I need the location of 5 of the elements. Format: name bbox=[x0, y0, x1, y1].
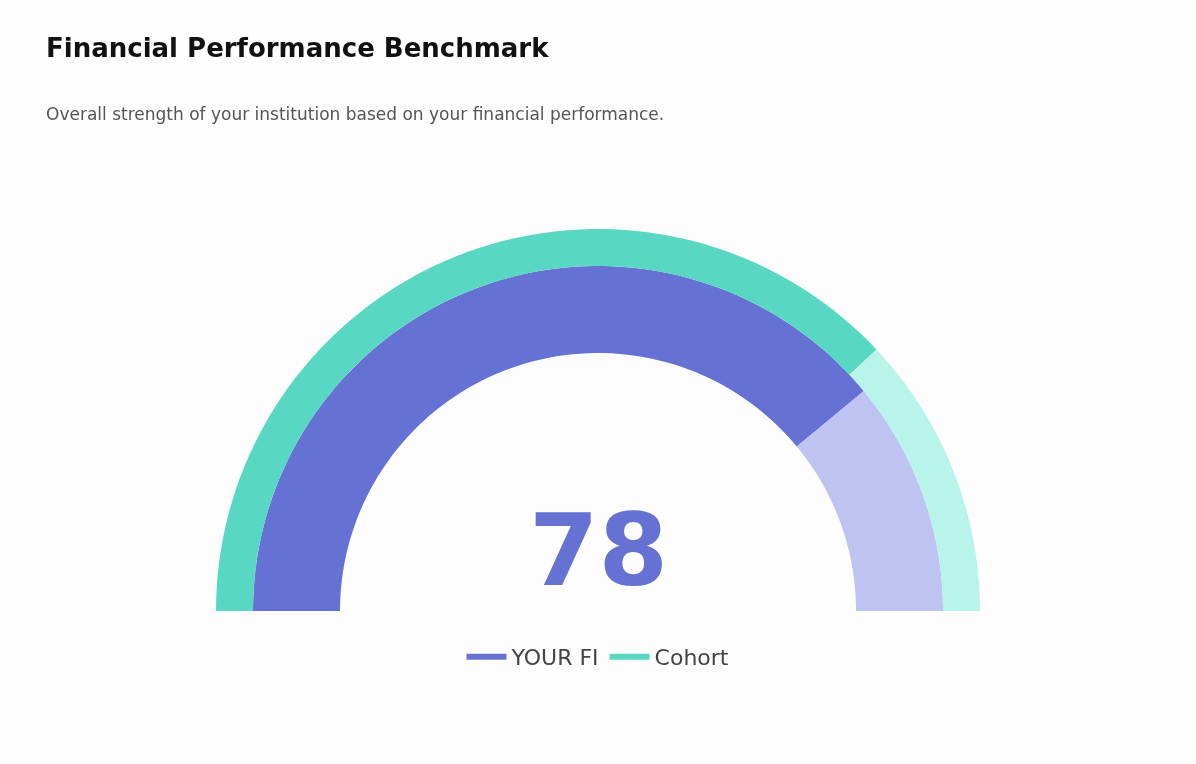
legend-label: Cohort bbox=[654, 645, 729, 671]
legend-label: YOUR FI bbox=[510, 645, 599, 671]
chart-title: Financial Performance Benchmark bbox=[46, 33, 550, 63]
data-label: 78 bbox=[529, 492, 669, 609]
chart-subtitle: Overall strength of your institution based on your financial performance. bbox=[46, 104, 665, 124]
